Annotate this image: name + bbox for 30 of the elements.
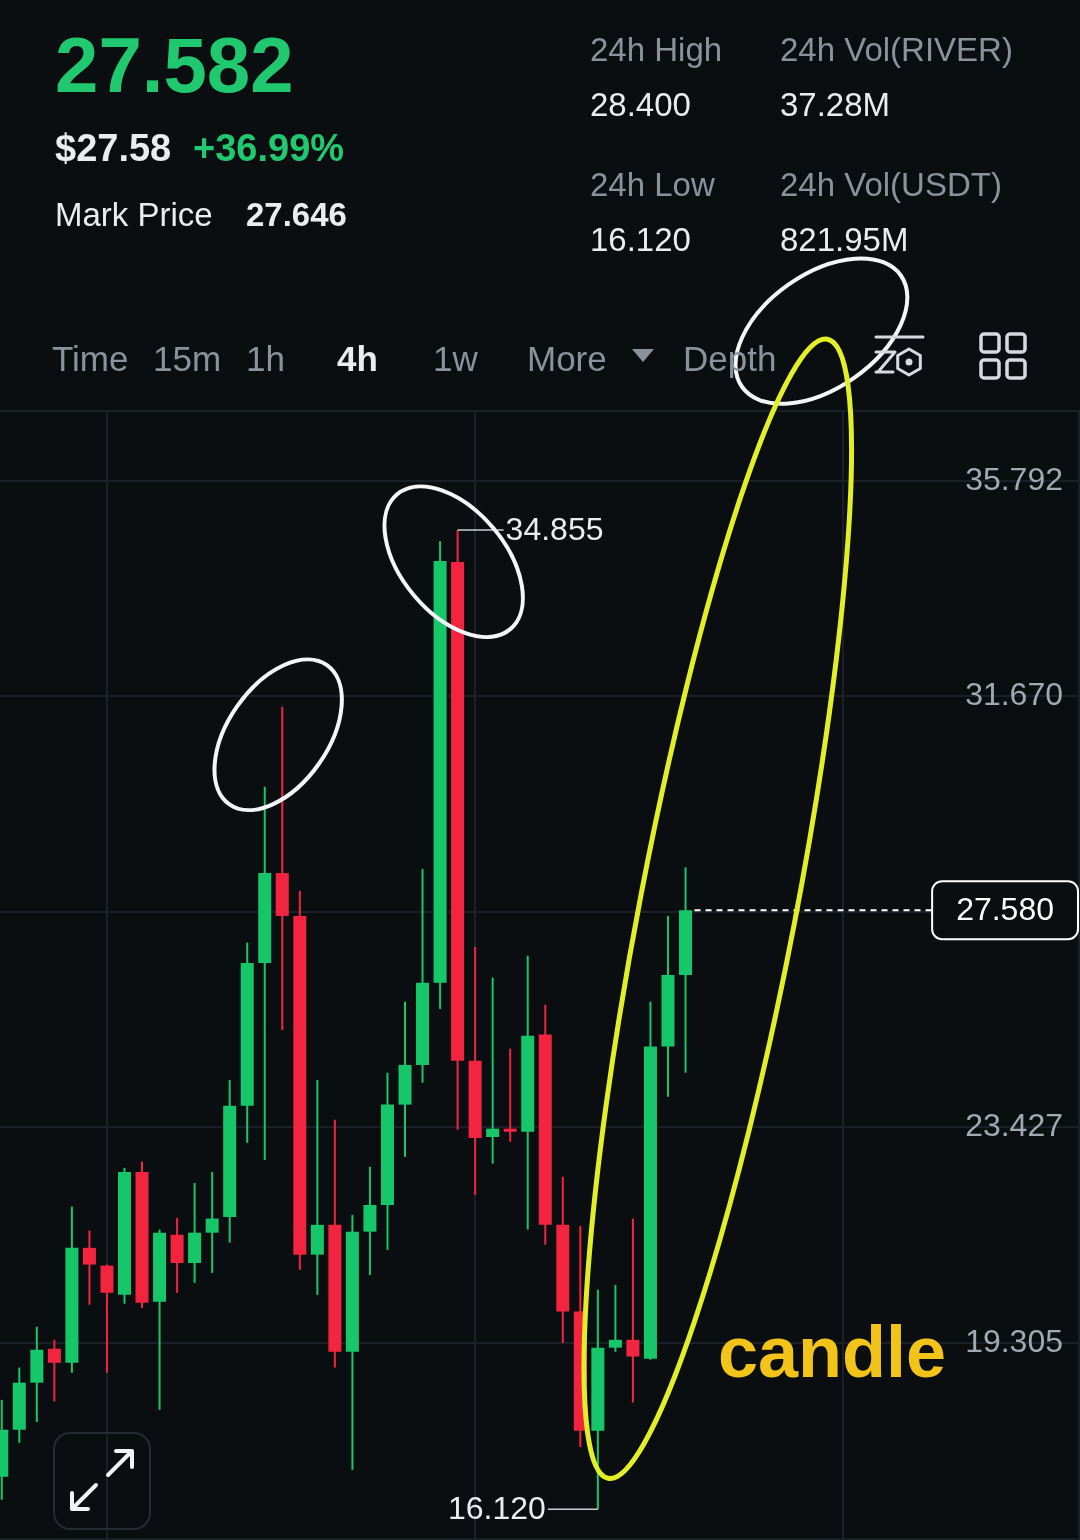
y-tick-label: 19.305: [965, 1322, 1063, 1359]
text: +36.99%: [193, 127, 345, 169]
text: 27.582: [55, 21, 294, 109]
candlestick: [626, 1218, 640, 1403]
text: 15m: [153, 339, 222, 378]
text: 24h Vol(RIVER): [780, 31, 1013, 68]
text: 4h: [337, 339, 378, 378]
text: 24h High: [590, 31, 723, 68]
text: 1h: [246, 339, 285, 378]
text: Mark Price: [55, 196, 213, 233]
text: Time: [52, 339, 129, 378]
annotation: 34.855: [505, 510, 604, 547]
ref-line-label: 27.580: [956, 891, 1054, 928]
text: 27.646: [246, 196, 347, 233]
text: 28.400: [590, 86, 691, 123]
text: More: [527, 339, 607, 378]
text: 821.95M: [780, 221, 909, 258]
annotation: 16.120: [447, 1489, 546, 1526]
text: 37.28M: [780, 86, 891, 123]
y-tick-label: 31.670: [965, 676, 1063, 713]
text: 16.120: [590, 221, 691, 258]
text: 1w: [433, 339, 478, 378]
candlestick: [486, 977, 500, 1164]
annotation: candle: [718, 1312, 947, 1392]
y-tick-label: 35.792: [965, 460, 1063, 497]
text: $27.58: [55, 127, 172, 169]
y-tick-label: 23.427: [965, 1107, 1063, 1144]
candlestick: [503, 1048, 517, 1142]
text: 24h Vol(USDT): [780, 166, 1002, 203]
text: 24h Low: [590, 166, 715, 203]
